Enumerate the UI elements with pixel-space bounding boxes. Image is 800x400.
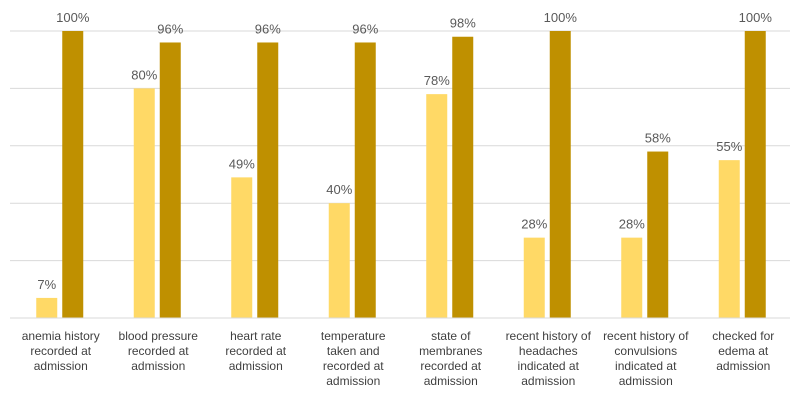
data-label: 28% [521, 217, 547, 232]
category-label: blood pressure recorded at admission [119, 329, 199, 373]
bar-series-2-7 [647, 151, 669, 318]
data-label: 7% [37, 277, 56, 292]
bar-series-2-5 [452, 36, 474, 319]
bar-series-1-5 [426, 94, 448, 318]
bar-series-1-1 [36, 297, 58, 318]
data-label: 100% [544, 10, 578, 25]
data-label: 100% [739, 10, 773, 25]
data-label: 100% [56, 10, 90, 25]
data-label: 49% [229, 156, 255, 171]
data-label: 55% [716, 139, 742, 154]
category-label: recent history of headaches indicated at ad… [506, 329, 592, 388]
bar-series-1-4 [328, 203, 350, 318]
data-label: 96% [157, 21, 183, 36]
bars [36, 31, 766, 319]
bar-series-2-6 [549, 31, 571, 318]
category-label: state of membranes recorded at admission [419, 329, 482, 388]
data-labels: 7% 80% 49% 40% 78% 28% 28% 55% 100% 96% 96% 96% 98% 1… [37, 10, 772, 292]
category-label: checked for edema at admission [712, 329, 774, 373]
category-labels: anemia history recorded at admission blood … [22, 329, 775, 388]
bar-series-1-2 [133, 88, 155, 319]
bar-series-2-8 [744, 31, 766, 318]
bar-series-2-3 [257, 42, 279, 318]
data-label: 58% [645, 131, 671, 146]
category-label: temperature taken and recorded at admission [321, 329, 386, 388]
bar-series-2-4 [354, 42, 376, 318]
data-label: 78% [424, 73, 450, 88]
category-label: anemia history recorded at admission [22, 329, 100, 373]
data-label: 40% [326, 182, 352, 197]
category-label: recent history of convulsions indicated at… [603, 329, 689, 388]
bar-series-1-7 [621, 237, 643, 318]
bar-series-1-6 [523, 237, 545, 318]
data-label: 28% [619, 217, 645, 232]
data-label: 80% [131, 67, 157, 82]
bar-series-1-8 [718, 160, 740, 318]
data-label: 96% [352, 21, 378, 36]
bar-series-2-1 [62, 31, 84, 318]
data-label: 98% [450, 16, 476, 31]
bar-series-1-3 [231, 177, 253, 318]
data-label: 96% [255, 21, 281, 36]
bar-series-2-2 [159, 42, 181, 318]
gridlines [10, 30, 790, 262]
category-label: heart rate recorded at admission [225, 329, 286, 373]
